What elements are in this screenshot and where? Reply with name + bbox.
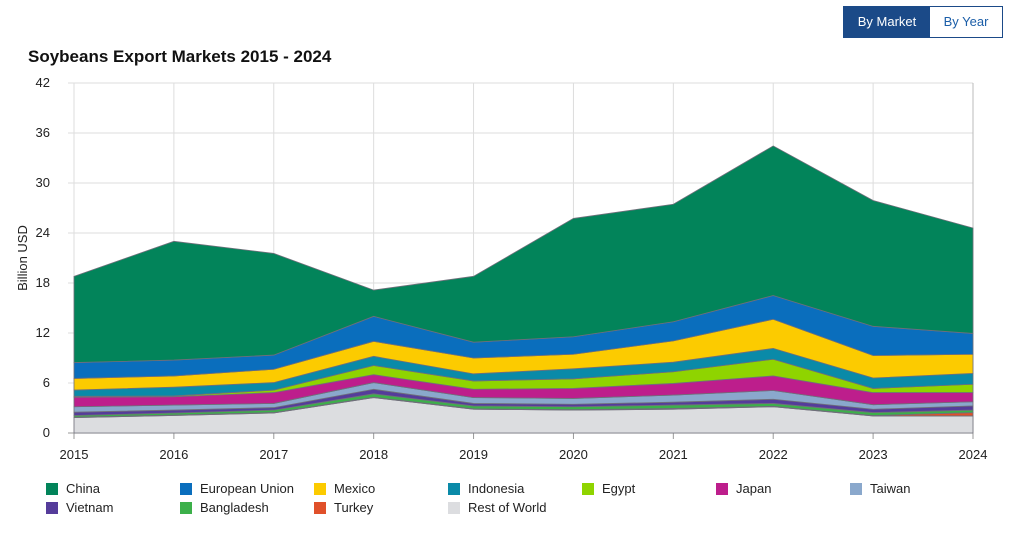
- y-tick-label: 12: [36, 325, 50, 340]
- legend-label: Vietnam: [66, 500, 114, 515]
- legend-item[interactable]: Egypt: [582, 481, 635, 496]
- legend-label: Rest of World: [468, 500, 547, 515]
- x-tick-label: 2015: [60, 447, 89, 462]
- legend-label: Japan: [736, 481, 772, 496]
- legend-label: Indonesia: [468, 481, 525, 496]
- legend-label: Egypt: [602, 481, 636, 496]
- x-tick-label: 2024: [959, 447, 988, 462]
- legend-swatch: [314, 501, 326, 514]
- legend-item[interactable]: Mexico: [314, 481, 375, 496]
- x-tick-label: 2016: [159, 447, 188, 462]
- legend-item[interactable]: China: [46, 481, 100, 496]
- y-tick-label: 30: [36, 175, 50, 190]
- y-tick-label: 42: [36, 75, 50, 90]
- by-year-button[interactable]: By Year: [930, 7, 1002, 37]
- x-tick-label: 2023: [859, 447, 888, 462]
- legend-item[interactable]: Vietnam: [46, 500, 113, 515]
- legend-label: Bangladesh: [200, 500, 269, 515]
- y-tick-label: 0: [43, 425, 50, 440]
- x-tick-label: 2017: [259, 447, 288, 462]
- legend-label: Taiwan: [870, 481, 911, 496]
- legend-swatch: [314, 482, 326, 495]
- y-tick-label: 18: [36, 275, 50, 290]
- legend-label: Mexico: [334, 481, 376, 496]
- legend-label: European Union: [200, 481, 294, 496]
- legend-item[interactable]: Turkey: [314, 500, 373, 515]
- y-axis-label: Billion USD: [15, 225, 30, 291]
- legend-swatch: [180, 501, 192, 514]
- legend-label: China: [66, 481, 100, 496]
- chart-title: Soybeans Export Markets 2015 - 2024: [28, 47, 332, 66]
- view-toggle: By Market By Year: [843, 6, 1003, 38]
- legend-item[interactable]: Rest of World: [448, 500, 547, 515]
- x-tick-label: 2022: [759, 447, 788, 462]
- legend-item[interactable]: Taiwan: [850, 481, 910, 496]
- x-tick-label: 2020: [559, 447, 588, 462]
- legend-label: Turkey: [334, 500, 374, 515]
- x-tick-label: 2018: [359, 447, 388, 462]
- x-tick-label: 2019: [459, 447, 488, 462]
- legend-swatch: [716, 482, 728, 495]
- legend-swatch: [448, 482, 460, 495]
- legend-item[interactable]: Bangladesh: [180, 500, 269, 515]
- legend-swatch: [46, 482, 58, 495]
- legend-item[interactable]: European Union: [180, 481, 294, 496]
- y-tick-label: 36: [36, 125, 50, 140]
- x-tick-label: 2021: [659, 447, 688, 462]
- y-tick-label: 6: [43, 375, 50, 390]
- legend-item[interactable]: Indonesia: [448, 481, 524, 496]
- legend-swatch: [582, 482, 594, 495]
- legend-swatch: [46, 501, 58, 514]
- y-tick-label: 24: [36, 225, 50, 240]
- by-market-button[interactable]: By Market: [844, 7, 930, 37]
- legend-item[interactable]: Japan: [716, 481, 771, 496]
- legend-swatch: [448, 501, 460, 514]
- area-china: [73, 145, 974, 363]
- legend-swatch: [180, 482, 192, 495]
- legend-swatch: [850, 482, 862, 495]
